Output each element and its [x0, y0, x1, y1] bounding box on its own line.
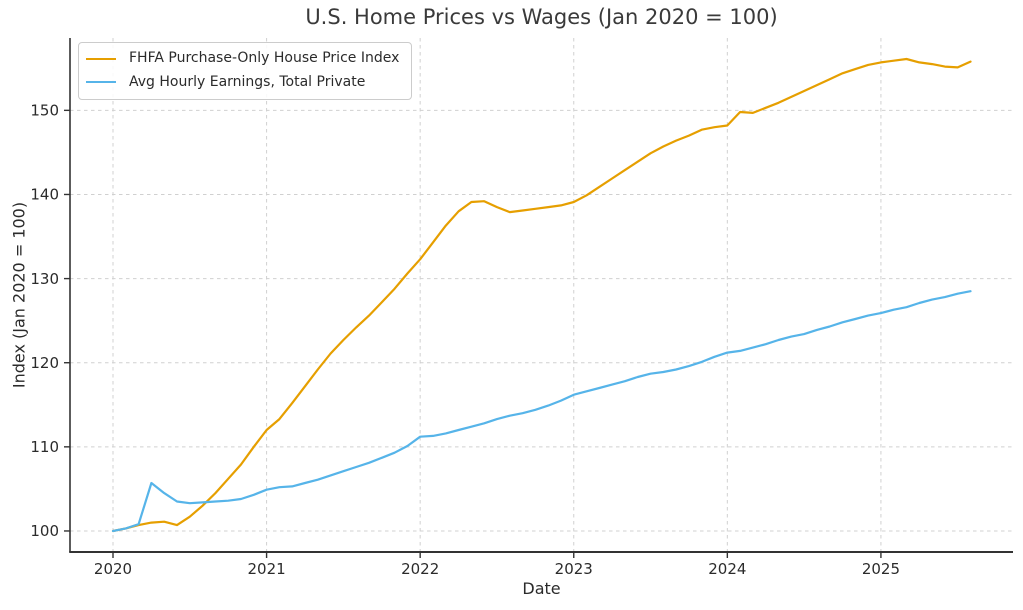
wages-line-swatch — [86, 81, 116, 84]
x-tick-label: 2021 — [247, 560, 285, 578]
y-tick-label: 140 — [30, 186, 59, 204]
legend-item-house-price: FHFA Purchase-Only House Price Index — [86, 50, 399, 68]
house-price-index-line — [111, 57, 972, 533]
x-tick-label: 2025 — [862, 560, 900, 578]
legend-label-wages: Avg Hourly Earnings, Total Private — [129, 73, 366, 90]
legend: FHFA Purchase-Only House Price Index Avg… — [78, 42, 413, 100]
y-tick-label: 150 — [30, 102, 59, 120]
y-tick-label: 130 — [30, 270, 59, 288]
x-tick-label: 2022 — [401, 560, 439, 578]
x-tick-label: 2024 — [708, 560, 746, 578]
x-tick-label: 2023 — [555, 560, 593, 578]
hourly-earnings-line — [111, 290, 972, 533]
x-axis-label: Date — [522, 579, 561, 598]
y-tick-label: 100 — [30, 522, 59, 540]
legend-item-wages: Avg Hourly Earnings, Total Private — [86, 74, 399, 92]
y-tick-label: 110 — [30, 438, 59, 456]
x-tick-label: 2020 — [94, 560, 132, 578]
house-price-line-swatch — [86, 57, 116, 60]
chart-title: U.S. Home Prices vs Wages (Jan 2020 = 10… — [305, 5, 778, 29]
y-axis-label: Index (Jan 2020 = 100) — [9, 201, 29, 389]
legend-label-house-price: FHFA Purchase-Only House Price Index — [129, 50, 400, 66]
y-tick-label: 120 — [30, 354, 59, 372]
